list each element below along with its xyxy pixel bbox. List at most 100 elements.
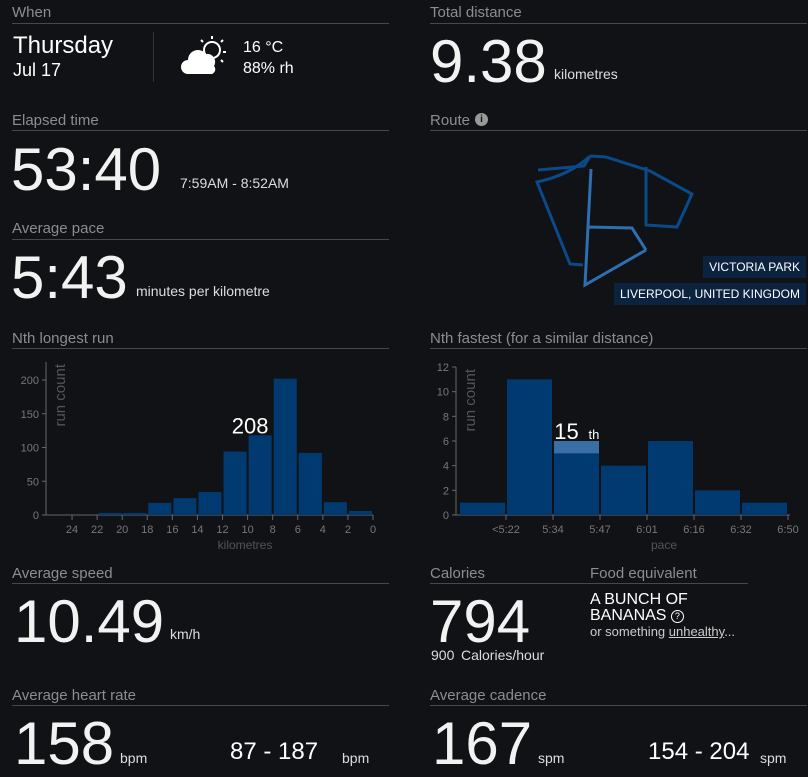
elapsed-range: 7:59AM - 8:52AM bbox=[180, 175, 289, 191]
food-line1: A BUNCH OF bbox=[590, 591, 688, 608]
bar bbox=[198, 492, 222, 515]
x-axis-label: pace bbox=[651, 538, 677, 552]
speed-unit: km/h bbox=[170, 626, 201, 642]
route-title: Route bbox=[430, 112, 471, 129]
x-tick-label: 18 bbox=[141, 524, 153, 536]
x-tick-label: 22 bbox=[91, 524, 103, 536]
x-tick-label: 6:32 bbox=[730, 524, 751, 536]
bar bbox=[507, 379, 552, 515]
heart-title: Average heart rate bbox=[12, 687, 136, 704]
cadence-range-unit: spm bbox=[760, 750, 787, 766]
y-axis-label: run count bbox=[52, 363, 69, 426]
humidity: 88% rh bbox=[243, 60, 294, 77]
y-tick-label: 0 bbox=[443, 510, 449, 522]
rank-annotation: 15 bbox=[554, 419, 578, 444]
calories-rate-unit: Calories/hour bbox=[461, 647, 545, 663]
x-tick-label: 6:50 bbox=[777, 524, 798, 536]
cadence-unit: spm bbox=[538, 750, 565, 766]
x-tick-label: 14 bbox=[191, 524, 203, 536]
food-prefix: or something bbox=[590, 624, 669, 639]
when-title: When bbox=[12, 4, 52, 21]
bar bbox=[554, 441, 599, 515]
distance-unit: kilometres bbox=[554, 66, 618, 82]
bar bbox=[98, 512, 122, 515]
divider bbox=[12, 583, 389, 584]
bar bbox=[123, 512, 147, 515]
calories-value: 794 bbox=[430, 588, 531, 655]
nth-fastest-chart: 0 2 4 6 8 10 12 <5:22 5:34 5:47 6:01 6:16 6:32 6:50 pa… bbox=[437, 362, 799, 552]
bar bbox=[248, 435, 272, 515]
divider bbox=[153, 32, 154, 82]
info-icon[interactable]: i bbox=[475, 113, 488, 126]
heart-range: 87 - 187 bbox=[230, 738, 319, 765]
x-tick-label: 8 bbox=[270, 524, 276, 536]
bar bbox=[695, 490, 740, 515]
route-path bbox=[583, 168, 648, 288]
pace-unit: minutes per kilometre bbox=[136, 283, 270, 299]
y-tick-label: 10 bbox=[437, 387, 449, 399]
speed-title: Average speed bbox=[12, 565, 113, 582]
pace-value: 5:43 bbox=[11, 244, 128, 311]
food-equivalent: A BUNCH OF BANANAS ? or something unheal… bbox=[590, 592, 735, 640]
bar bbox=[273, 378, 297, 515]
nth-fastest-title: Nth fastest (for a similar distance) bbox=[430, 330, 654, 347]
question-circle-icon[interactable]: ? bbox=[670, 610, 684, 623]
divider bbox=[12, 705, 389, 706]
divider bbox=[12, 239, 389, 240]
place-label: VICTORIA PARK bbox=[703, 256, 806, 278]
bar bbox=[460, 502, 505, 515]
x-tick-label: <5:22 bbox=[492, 524, 520, 536]
x-tick-label: 5:34 bbox=[542, 524, 563, 536]
x-tick-label: 0 bbox=[370, 524, 376, 536]
y-tick-label: 12 bbox=[437, 362, 449, 374]
x-tick-label: 6:16 bbox=[683, 524, 704, 536]
pace-title: Average pace bbox=[12, 220, 105, 237]
distance-value: 9.38 bbox=[430, 28, 547, 95]
calories-rate: 900 bbox=[431, 647, 455, 663]
y-tick-label: 2 bbox=[443, 485, 449, 497]
divider bbox=[12, 130, 389, 131]
elapsed-value: 53:40 bbox=[11, 136, 162, 203]
y-tick-label: 200 bbox=[21, 375, 39, 387]
divider bbox=[12, 348, 389, 349]
y-tick-label: 50 bbox=[27, 476, 39, 488]
nth-longest-title: Nth longest run bbox=[12, 330, 114, 347]
bar bbox=[298, 452, 322, 515]
divider bbox=[430, 130, 807, 131]
rank-annotation: 208 bbox=[232, 413, 269, 438]
bar bbox=[742, 502, 787, 515]
bar bbox=[148, 502, 172, 515]
y-tick-label: 100 bbox=[21, 443, 39, 455]
divider bbox=[430, 23, 807, 24]
route-path bbox=[589, 154, 694, 229]
heart-unit: bpm bbox=[120, 750, 148, 766]
y-tick-label: 0 bbox=[33, 510, 39, 522]
temperature: 16 °C bbox=[243, 39, 284, 56]
heart-range-unit: bpm bbox=[342, 750, 370, 766]
partly-cloudy-icon bbox=[181, 36, 226, 74]
x-axis-label: kilometres bbox=[218, 538, 273, 552]
x-tick-label: 6 bbox=[295, 524, 301, 536]
divider bbox=[430, 583, 748, 584]
heart-value: 158 bbox=[14, 710, 115, 777]
calories-title: Calories bbox=[430, 565, 486, 582]
cadence-range: 154 - 204 bbox=[648, 738, 750, 765]
x-tick-label: 4 bbox=[320, 524, 326, 536]
y-tick-label: 6 bbox=[443, 436, 449, 448]
speed-value: 10.49 bbox=[14, 588, 165, 655]
x-tick-label: 24 bbox=[66, 524, 78, 536]
x-tick-label: 12 bbox=[216, 524, 228, 536]
food-title: Food equivalent bbox=[590, 565, 697, 582]
route-path bbox=[534, 154, 592, 267]
unhealthy-link[interactable]: unhealthy bbox=[668, 624, 725, 639]
x-tick-label: 2 bbox=[345, 524, 351, 536]
bar bbox=[173, 498, 197, 515]
x-tick-label: 10 bbox=[241, 524, 253, 536]
distance-title: Total distance bbox=[430, 4, 522, 21]
bar bbox=[601, 465, 646, 515]
bar bbox=[323, 502, 347, 515]
rank-suffix: th bbox=[589, 427, 600, 442]
y-tick-label: 8 bbox=[443, 411, 449, 423]
y-axis-label: run count bbox=[462, 368, 479, 431]
